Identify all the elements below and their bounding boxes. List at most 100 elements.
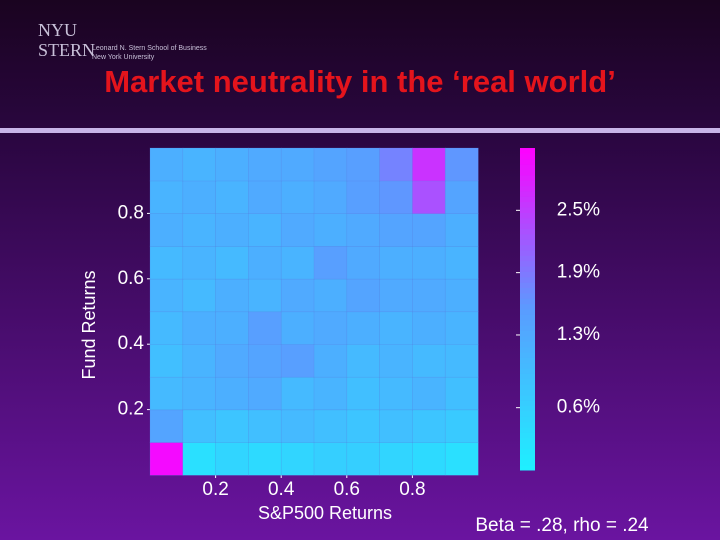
heatmap-cell bbox=[280, 311, 315, 345]
colorbar-segment bbox=[520, 287, 535, 294]
colorbar-segment bbox=[520, 410, 535, 417]
y-tick-label: 0.6 bbox=[118, 268, 144, 289]
heatmap-cell bbox=[248, 147, 282, 182]
colorbar-segment bbox=[520, 164, 535, 170]
heatmap-cell bbox=[215, 180, 250, 214]
colorbar-segment bbox=[520, 148, 535, 154]
heatmap-cell bbox=[444, 147, 479, 182]
heatmap-cell bbox=[313, 441, 348, 476]
heatmap-cell bbox=[182, 147, 217, 182]
colorbar-segment bbox=[520, 384, 535, 390]
colorbar-segment bbox=[520, 303, 535, 310]
colorbar-segment bbox=[520, 233, 535, 240]
heatmap-cell bbox=[215, 376, 250, 411]
heatmap-cell bbox=[215, 147, 250, 182]
colorbar-segment bbox=[520, 464, 535, 471]
heatmap-cell bbox=[313, 278, 348, 313]
colorbar-segment bbox=[520, 196, 535, 203]
heatmap-cell bbox=[248, 409, 282, 443]
colorbar-segment bbox=[520, 351, 535, 358]
colorbar-segment bbox=[520, 325, 535, 331]
colorbar-segment bbox=[520, 453, 535, 460]
colorbar-segment bbox=[520, 185, 535, 192]
heatmap-cell bbox=[182, 278, 217, 313]
heatmap-cell bbox=[313, 245, 348, 280]
heatmap-cell bbox=[313, 180, 348, 214]
heatmap-cell bbox=[149, 147, 184, 182]
colorbar-tick-label: 2.5% bbox=[557, 199, 600, 220]
heatmap-cell bbox=[379, 278, 414, 313]
colorbar-segment bbox=[520, 292, 535, 299]
heatmap-cell bbox=[248, 278, 282, 313]
colorbar-segment bbox=[520, 201, 535, 208]
heatmap-cell bbox=[412, 343, 446, 378]
logo-mark: STERN bbox=[38, 40, 95, 60]
colorbar-segment bbox=[520, 153, 535, 160]
colorbar-tick-label: 1.3% bbox=[557, 324, 600, 345]
heatmap-cell bbox=[412, 441, 446, 476]
logo-mark: NYU bbox=[38, 20, 77, 40]
heatmap-cell bbox=[346, 245, 381, 280]
annotation: Beta = .28, rho = .24 bbox=[475, 515, 649, 536]
heatmap-cell bbox=[444, 245, 479, 280]
heatmap-cell bbox=[182, 245, 217, 280]
heatmap-cell bbox=[379, 213, 414, 247]
heatmap-cell bbox=[248, 213, 282, 247]
heatmap-cell bbox=[280, 409, 315, 443]
heatmap-cell bbox=[280, 213, 315, 247]
heatmap-cell bbox=[149, 376, 184, 411]
y-axis-label: Fund Returns bbox=[79, 270, 99, 379]
colorbar-segment bbox=[520, 282, 535, 289]
colorbar-segment bbox=[520, 207, 535, 213]
colorbar-segment bbox=[520, 260, 535, 267]
heatmap-cell bbox=[412, 409, 446, 443]
heatmap-cell bbox=[313, 311, 348, 345]
colorbar-segment bbox=[520, 378, 535, 385]
heatmap-cell bbox=[215, 343, 250, 378]
colorbar-segment bbox=[520, 212, 535, 219]
x-tick-label: 0.8 bbox=[399, 479, 425, 500]
chart-title: Market neutrality in the ‘real world’ bbox=[104, 64, 616, 99]
colorbar-segment bbox=[520, 276, 535, 283]
heatmap-cell bbox=[346, 180, 381, 214]
heatmap-cell bbox=[149, 180, 184, 214]
heatmap-cell bbox=[346, 376, 381, 411]
heatmap-cell bbox=[182, 213, 217, 247]
colorbar-segment bbox=[520, 373, 535, 380]
colorbar-tick-label: 0.6% bbox=[557, 397, 600, 418]
heatmap-cell bbox=[182, 376, 217, 411]
heatmap-cell bbox=[215, 245, 250, 280]
colorbar-segment bbox=[520, 427, 535, 433]
heatmap-cell bbox=[313, 213, 348, 247]
heatmap-cell bbox=[313, 376, 348, 411]
heatmap-cell bbox=[346, 278, 381, 313]
heatmap-cell bbox=[412, 245, 446, 280]
heatmap-cell bbox=[444, 180, 479, 214]
heatmap-cell bbox=[149, 311, 184, 345]
x-axis-label: S&P500 Returns bbox=[258, 503, 392, 523]
heatmap-cell bbox=[182, 311, 217, 345]
colorbar-segment bbox=[520, 309, 535, 315]
heatmap-cell bbox=[444, 441, 479, 476]
heatmap-cell bbox=[412, 180, 446, 214]
heatmap-cell bbox=[280, 441, 315, 476]
heatmap-cell bbox=[412, 376, 446, 411]
y-tick-label: 0.4 bbox=[118, 333, 145, 354]
heatmap-cell bbox=[313, 409, 348, 443]
heatmap-cell bbox=[280, 245, 315, 280]
heatmap-cell bbox=[280, 278, 315, 313]
heatmap-cell bbox=[412, 213, 446, 247]
heatmap-cell bbox=[149, 409, 184, 443]
x-tick-label: 0.6 bbox=[334, 479, 360, 500]
logo-text: Leonard N. Stern School of Business bbox=[92, 45, 207, 52]
x-tick-label: 0.4 bbox=[268, 479, 295, 500]
colorbar-segment bbox=[520, 330, 535, 337]
divider bbox=[0, 128, 720, 133]
colorbar-segment bbox=[520, 448, 535, 455]
heatmap-cell bbox=[346, 311, 381, 345]
heatmap-cell bbox=[248, 376, 282, 411]
logo-text: New York University bbox=[92, 54, 155, 61]
colorbar-segment bbox=[520, 357, 535, 364]
heatmap-cell bbox=[412, 311, 446, 345]
